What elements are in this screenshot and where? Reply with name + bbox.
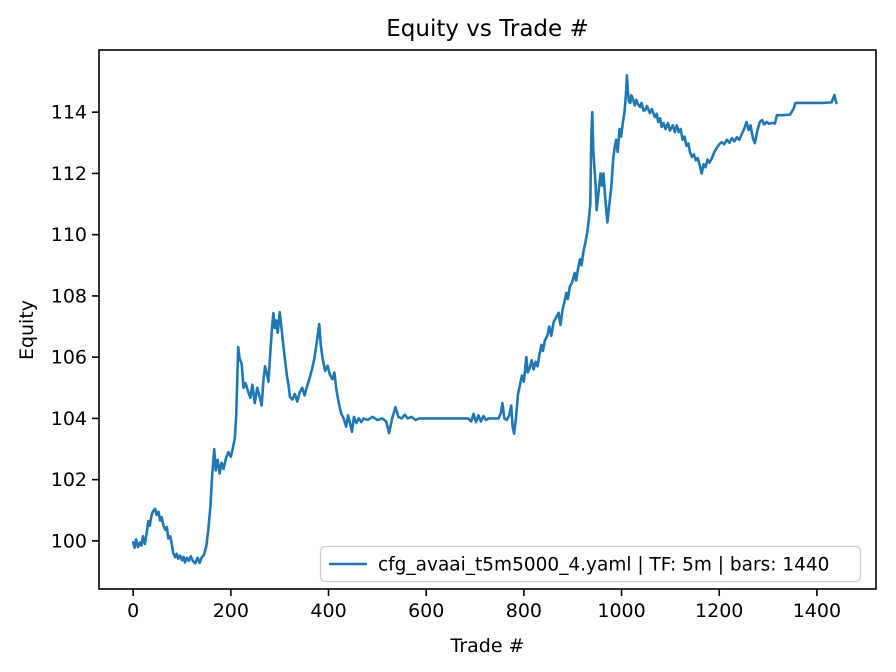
x-axis-label: Trade # (450, 635, 525, 657)
x-tick-label: 0 (127, 600, 139, 622)
y-tick-label: 104 (51, 408, 87, 430)
y-axis-label: Equity (16, 300, 38, 360)
y-tick-label: 110 (51, 224, 87, 246)
x-tick-label: 800 (506, 600, 542, 622)
y-tick-label: 100 (51, 530, 87, 552)
legend: cfg_avaai_t5m5000_4.yaml | TF: 5m | bars… (319, 545, 862, 583)
x-tick-label: 1200 (695, 600, 743, 622)
legend-label: cfg_avaai_t5m5000_4.yaml | TF: 5m | bars… (378, 555, 829, 576)
chart-title: Equity vs Trade # (386, 16, 589, 42)
x-tick-label: 600 (408, 600, 444, 622)
equity-line-series (131, 74, 838, 565)
plot-border (98, 49, 877, 590)
axis-ticks-layer: 0 200 400 600 800 1000 1200 1400 100 102 104 106 108… (51, 102, 841, 622)
x-tick-label: 1000 (597, 600, 645, 622)
x-tick-label: 1400 (793, 600, 841, 622)
y-tick-label: 114 (51, 102, 87, 124)
x-tick-label: 400 (310, 600, 346, 622)
y-tick-label: 108 (51, 285, 87, 307)
y-tick-label: 102 (51, 469, 87, 491)
y-tick-label: 112 (51, 163, 87, 185)
legend-box (319, 545, 862, 583)
x-tick-label: 200 (213, 600, 249, 622)
y-tick-label: 106 (51, 347, 87, 369)
